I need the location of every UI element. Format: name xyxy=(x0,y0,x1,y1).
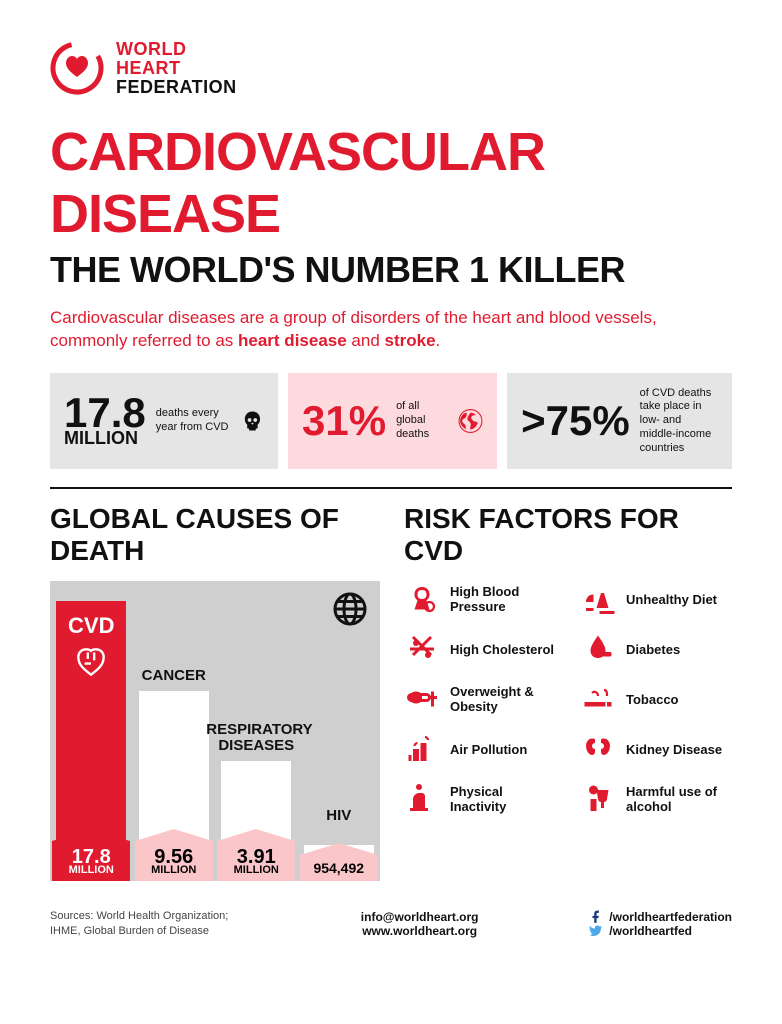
contact-info: info@worldheart.org www.worldheart.org xyxy=(361,910,479,938)
globe-red-icon xyxy=(458,399,483,443)
sources-text: Sources: World Health Organization; IHME… xyxy=(50,909,250,938)
page-title: CARDIOVASCULAR DISEASE xyxy=(50,121,732,245)
stat-global: 31% of all global deaths xyxy=(288,373,497,470)
twitter-icon xyxy=(589,924,603,938)
risk-chol: High Cholesterol xyxy=(404,631,556,667)
stat-deaths-desc: deaths every year from CVD xyxy=(156,407,231,435)
email: info@worldheart.org xyxy=(361,910,479,924)
risk-kidney: Kidney Disease xyxy=(580,731,732,767)
twitter-link[interactable]: /worldheartfed xyxy=(589,924,732,938)
bar-respiratory: RESPIRATORY DISEASES 3.91MILLION xyxy=(215,761,298,881)
col-causes: GLOBAL CAUSES OF DEATH CVD 17.8MILLION C… xyxy=(50,503,380,881)
risk-bp: High Blood Pressure xyxy=(404,581,556,617)
risk-label: Kidney Disease xyxy=(626,742,722,758)
bar-hiv-value: 954,492 xyxy=(300,855,378,881)
stats-row: 17.8MILLION deaths every year from CVD 3… xyxy=(50,373,732,470)
risk-alcohol: Harmful use of alcohol xyxy=(580,781,732,817)
heart-logo-icon xyxy=(50,41,104,95)
inactivity-icon xyxy=(404,781,440,817)
intro-bold2: stroke xyxy=(385,331,436,350)
causes-chart: CVD 17.8MILLION CANCER 9.56MILLION RESPI… xyxy=(50,581,380,881)
stat-global-desc: of all global deaths xyxy=(396,400,448,441)
intro-mid: and xyxy=(347,331,385,350)
facebook-icon xyxy=(589,910,603,924)
logo: WORLD HEART FEDERATION xyxy=(50,40,732,97)
two-column: GLOBAL CAUSES OF DEATH CVD 17.8MILLION C… xyxy=(50,503,732,881)
twitter-handle: /worldheartfed xyxy=(609,924,692,938)
pollution-icon xyxy=(404,731,440,767)
col-risks: RISK FACTORS FOR CVD High Blood Pressure… xyxy=(404,503,732,881)
bar-respiratory-label: RESPIRATORY DISEASES xyxy=(206,722,306,754)
bar-cancer-value: 9.56MILLION xyxy=(135,841,213,881)
stat-deaths: 17.8MILLION deaths every year from CVD xyxy=(50,373,278,470)
page-subtitle: THE WORLD'S NUMBER 1 KILLER xyxy=(50,249,732,291)
bar-cvd-label: CVD xyxy=(68,613,114,639)
intro-bold1: heart disease xyxy=(238,331,347,350)
risk-label: Harmful use of alcohol xyxy=(626,784,732,815)
skull-icon xyxy=(241,400,264,442)
kidney-icon xyxy=(580,731,616,767)
stat-lowincome-desc: of CVD deaths take place in low- and mid… xyxy=(640,387,718,456)
risk-label: Overweight & Obesity xyxy=(450,684,556,715)
facebook-handle: /worldheartfederation xyxy=(609,910,732,924)
risk-label: Physical Inactivity xyxy=(450,784,556,815)
facebook-link[interactable]: /worldheartfederation xyxy=(589,910,732,924)
chol-icon xyxy=(404,631,440,667)
risk-pollution: Air Pollution xyxy=(404,731,556,767)
website: www.worldheart.org xyxy=(361,924,479,938)
divider xyxy=(50,487,732,489)
stat-deaths-value: 17.8MILLION xyxy=(64,395,146,446)
bar-cancer-label: CANCER xyxy=(124,668,224,684)
logo-line2: HEART xyxy=(116,59,237,78)
risk-grid: High Blood Pressure Unhealthy Diet High Ch… xyxy=(404,581,732,817)
alcohol-icon xyxy=(580,781,616,817)
bar-cvd: CVD 17.8MILLION xyxy=(50,601,133,881)
heart-anatomy-icon xyxy=(72,643,110,681)
bar-cancer: CANCER 9.56MILLION xyxy=(133,691,216,881)
intro-text: Cardiovascular diseases are a group of d… xyxy=(50,307,732,353)
risk-label: Diabetes xyxy=(626,642,680,658)
bars-container: CVD 17.8MILLION CANCER 9.56MILLION RESPI… xyxy=(50,581,380,881)
stat-global-value: 31% xyxy=(302,403,386,439)
bar-cvd-value: 17.8MILLION xyxy=(52,841,130,881)
risk-obesity: Overweight & Obesity xyxy=(404,681,556,717)
diet-icon xyxy=(580,581,616,617)
obesity-icon xyxy=(404,681,440,717)
risk-label: Unhealthy Diet xyxy=(626,592,717,608)
footer: Sources: World Health Organization; IHME… xyxy=(50,909,732,938)
logo-line3: FEDERATION xyxy=(116,78,237,97)
risk-label: High Cholesterol xyxy=(450,642,554,658)
stat-lowincome-value: >75% xyxy=(521,403,630,439)
risk-label: Air Pollution xyxy=(450,742,527,758)
bar-respiratory-value: 3.91MILLION xyxy=(217,841,295,881)
tobacco-icon xyxy=(580,681,616,717)
diabetes-icon xyxy=(580,631,616,667)
bp-icon xyxy=(404,581,440,617)
risk-label: High Blood Pressure xyxy=(450,584,556,615)
stat-lowincome: >75% of CVD deaths take place in low- an… xyxy=(507,373,732,470)
risk-tobacco: Tobacco xyxy=(580,681,732,717)
logo-text: WORLD HEART FEDERATION xyxy=(116,40,237,97)
social-links: /worldheartfederation /worldheartfed xyxy=(589,910,732,938)
logo-line1: WORLD xyxy=(116,40,237,59)
risk-diabetes: Diabetes xyxy=(580,631,732,667)
risk-label: Tobacco xyxy=(626,692,679,708)
risk-inactivity: Physical Inactivity xyxy=(404,781,556,817)
bar-hiv-label: HIV xyxy=(289,808,389,824)
causes-heading: GLOBAL CAUSES OF DEATH xyxy=(50,503,380,567)
bar-hiv: HIV 954,492 xyxy=(298,845,381,881)
risks-heading: RISK FACTORS FOR CVD xyxy=(404,503,732,567)
risk-diet: Unhealthy Diet xyxy=(580,581,732,617)
intro-post: . xyxy=(436,331,441,350)
